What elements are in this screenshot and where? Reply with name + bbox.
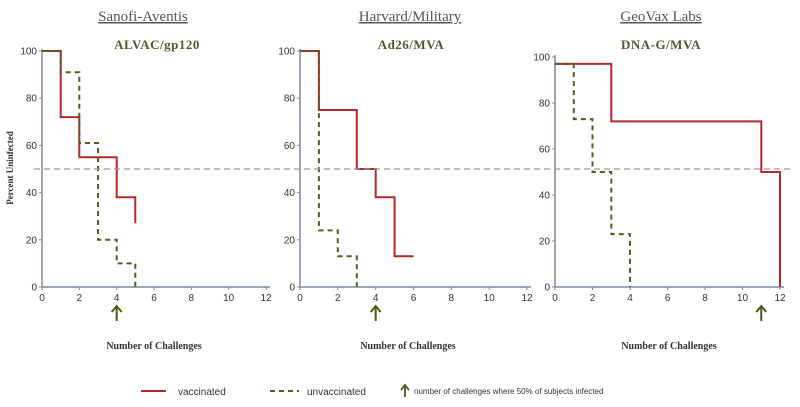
y-tick-label: 0: [31, 283, 37, 294]
panel-title: Sanofi-Aventis: [98, 9, 188, 25]
y-tick-label: 80: [26, 94, 38, 105]
legend: vaccinated unvaccinated number of challe…: [141, 383, 603, 398]
arrow-up-icon: [110, 304, 123, 321]
series-unvaccinated: [42, 50, 137, 287]
y-tick-label: 20: [26, 235, 38, 246]
y-tick-label: 60: [539, 145, 551, 156]
y-tick-label: 60: [26, 141, 38, 152]
x-axis-label: Number of Challenges: [360, 341, 455, 352]
series-vaccinated: [555, 62, 781, 287]
x-tick-label: 0: [297, 293, 303, 304]
panel-geovax: GeoVax Labs DNA-G/MVA Number of Challeng…: [533, 9, 786, 352]
panel-sanofi: Sanofi-Aventis ALVAC/gp120 Percent Uninf…: [5, 9, 272, 352]
legend-vaccinated-label: vaccinated: [178, 387, 226, 398]
y-tick-label: 40: [539, 191, 551, 202]
y-tick-label: 100: [278, 47, 295, 58]
y-tick-label: 0: [544, 283, 550, 294]
plot-area: 0 2 4 6 8 10 12 0 20 40 60 80 100: [278, 47, 533, 321]
x-tick-label: 4: [373, 293, 379, 304]
series-vaccinated: [300, 50, 414, 258]
x-tick-label: 12: [521, 293, 533, 304]
x-tick-label: 0: [39, 293, 45, 304]
y-tick-label: 100: [20, 47, 37, 58]
x-tick-label: 2: [77, 293, 83, 304]
legend-arrow-icon: [400, 383, 410, 397]
plot-area: 0 2 4 6 8 10 12 0 20 40 60 80 100: [20, 47, 272, 321]
y-tick-label: 100: [533, 53, 550, 64]
panel-harvard: Harvard/Military Ad26/MVA Number of Chal…: [278, 9, 533, 352]
series-vaccinated: [42, 50, 137, 224]
x-tick-label: 10: [223, 293, 235, 304]
y-tick-label: 40: [284, 188, 296, 199]
y-tick-label: 20: [284, 235, 296, 246]
x-tick-label: 6: [665, 293, 671, 304]
x-tick-label: 4: [114, 293, 120, 304]
arrow-up-icon: [369, 304, 382, 321]
x-tick-label: 12: [260, 293, 272, 304]
x-tick-label: 12: [774, 293, 786, 304]
arrow-up-icon: [755, 304, 768, 321]
y-tick-label: 80: [284, 94, 296, 105]
panel-subtitle: Ad26/MVA: [378, 37, 445, 52]
panel-subtitle: ALVAC/gp120: [114, 37, 200, 52]
series-unvaccinated: [555, 62, 631, 287]
series-unvaccinated: [300, 50, 358, 287]
x-tick-label: 6: [151, 293, 157, 304]
x-tick-label: 8: [189, 293, 195, 304]
y-tick-label: 20: [539, 237, 551, 248]
x-axis-label: Number of Challenges: [621, 341, 716, 352]
panel-title: Harvard/Military: [359, 9, 462, 25]
legend-unvaccinated-label: unvaccinated: [307, 387, 366, 398]
x-tick-label: 4: [627, 293, 633, 304]
x-tick-label: 10: [484, 293, 496, 304]
y-tick-label: 0: [289, 283, 295, 294]
y-tick-label: 80: [539, 99, 551, 110]
panel-subtitle: DNA-G/MVA: [621, 37, 701, 52]
x-axis-label: Number of Challenges: [106, 341, 201, 352]
plot-area: 0 2 4 6 8 10 12 0 20 40 60 80 100: [533, 53, 786, 321]
x-tick-label: 10: [737, 293, 749, 304]
y-tick-label: 60: [284, 141, 296, 152]
x-tick-label: 6: [411, 293, 417, 304]
x-tick-label: 8: [449, 293, 455, 304]
x-tick-label: 2: [590, 293, 596, 304]
y-axis-label: Percent Uninfected: [5, 131, 15, 205]
x-tick-label: 8: [702, 293, 708, 304]
x-tick-label: 2: [335, 293, 341, 304]
legend-arrow-label: number of challenges where 50% of subjec…: [414, 387, 603, 396]
panel-title: GeoVax Labs: [620, 9, 701, 25]
y-tick-label: 40: [26, 188, 38, 199]
x-tick-label: 0: [552, 293, 558, 304]
